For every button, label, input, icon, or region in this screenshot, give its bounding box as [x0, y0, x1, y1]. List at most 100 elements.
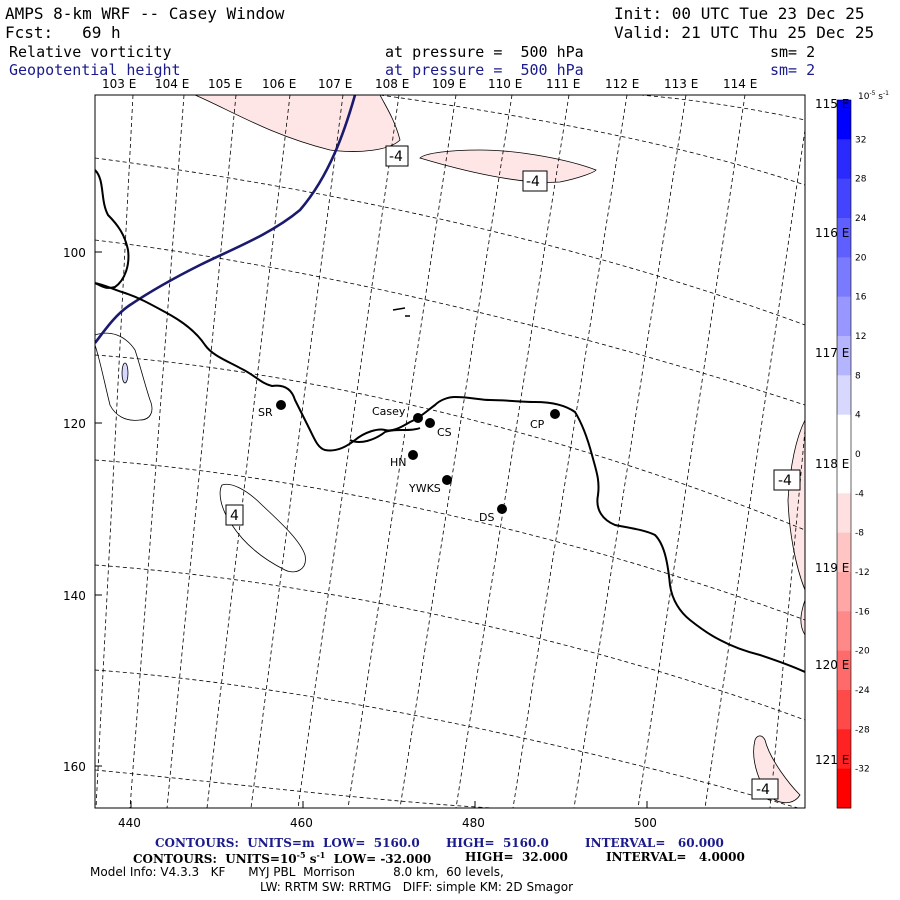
y-tick-label: 160 — [63, 760, 86, 774]
lon-label: 103 E — [102, 77, 137, 91]
station-marker — [425, 418, 435, 428]
colorbar-swatch — [837, 257, 851, 298]
footer-vort-contours: CONTOURS: UNITS=10-5 s-1 LOW= -32.000 — [133, 850, 432, 866]
colorbar-label: 28 — [855, 175, 867, 185]
colorbar-label: -24 — [855, 686, 870, 696]
lon-label: 108 E — [375, 77, 410, 91]
contour-label: 4 — [230, 508, 239, 524]
vorticity-shading — [419, 149, 597, 183]
vorticity-shading — [787, 419, 805, 591]
lat-label: 118 E — [815, 457, 850, 471]
station-label: SR — [258, 406, 273, 419]
colorbar-swatch — [837, 729, 851, 770]
x-tick-label: 460 — [290, 816, 313, 830]
lon-label: 111 E — [546, 77, 581, 91]
lat-label: 120 E — [815, 658, 850, 672]
colorbar-swatch — [837, 178, 851, 219]
colorbar-frame — [836, 99, 852, 809]
colorbar-label: 4 — [855, 411, 861, 421]
colorbar-swatch — [837, 650, 851, 691]
coastline — [392, 307, 410, 317]
lon-label: 110 E — [488, 77, 523, 91]
contour-labels: -4 -4 4 -4 -4 — [225, 145, 801, 800]
lat-label: 121 E — [815, 753, 850, 767]
colorbar-label: -28 — [855, 725, 870, 735]
axis-ticks — [95, 251, 648, 808]
meridian-lines — [95, 95, 805, 808]
station-label: HN — [390, 456, 407, 469]
colorbar-label: -12 — [855, 568, 870, 578]
colorbar-label: 24 — [855, 214, 867, 224]
y-tick-label: 140 — [63, 589, 86, 603]
footer-height-high: HIGH= 5160.0 — [446, 836, 549, 850]
y-tick-label: 120 — [63, 417, 86, 431]
colorbar-swatch — [837, 690, 851, 730]
colorbar-label: 16 — [855, 293, 867, 303]
x-tick-label: 500 — [634, 816, 657, 830]
lon-label: 104 E — [155, 77, 190, 91]
field2-name: Geopotential height — [9, 61, 181, 79]
contour-label: -4 — [389, 149, 403, 165]
colorbar-label: 32 — [855, 135, 866, 145]
contour-label: -4 — [778, 473, 792, 489]
station-label: CP — [530, 418, 545, 431]
colorbar-swatch — [837, 218, 851, 258]
station-marker — [497, 504, 507, 514]
colorbar-swatch — [837, 139, 851, 180]
colorbar-swatch — [837, 493, 851, 534]
station-label: DS — [479, 511, 494, 524]
valid-time: Valid: 21 UTC Thu 25 Dec 25 — [614, 23, 875, 42]
coastline — [95, 169, 805, 673]
colorbar-label: -4 — [855, 489, 864, 499]
colorbar-swatch — [837, 532, 851, 573]
colorbar-label: 0 — [855, 450, 861, 460]
colorbar: 32 28 24 20 16 12 8 4 0 -4 -8 -12 -16 -20 -24 -28 -32 — [836, 99, 870, 809]
lon-label: 105 E — [208, 77, 243, 91]
station-marker — [550, 409, 560, 419]
colorbar-unit: 10-5 s-1 — [858, 90, 889, 102]
colorbar-label: 20 — [855, 253, 867, 263]
field1-level: at pressure = 500 hPa — [385, 43, 584, 61]
lat-label: 119 E — [815, 561, 850, 575]
lat-label: 115 E — [815, 97, 850, 111]
footer-model-info-2: LW: RRTM SW: RRTMG DIFF: simple KM: 2D S… — [260, 880, 574, 894]
contour-label: -4 — [526, 174, 540, 190]
footer-height-contours: CONTOURS: UNITS=m LOW= 5160.0 — [155, 836, 420, 850]
station-label: CS — [437, 426, 452, 439]
colorbar-label: -8 — [855, 529, 864, 539]
stations: SR Casey CS CP HN YWKS DS — [258, 400, 560, 524]
init-time: Init: 00 UTC Tue 23 Dec 25 — [614, 4, 865, 23]
vorticity-shading — [194, 95, 401, 152]
lon-label: 107 E — [318, 77, 353, 91]
vorticity-contour — [121, 362, 129, 384]
geopotential-contour — [95, 95, 357, 344]
station-label: YWKS — [408, 482, 441, 495]
station-marker — [442, 475, 452, 485]
colorbar-swatch — [837, 611, 851, 652]
vorticity-shading — [800, 599, 805, 636]
coastline — [349, 427, 421, 443]
colorbar-label: -32 — [855, 765, 870, 775]
lat-label: 117 E — [815, 346, 850, 360]
lon-label: 114 E — [723, 77, 758, 91]
field1-smooth: sm= 2 — [770, 43, 816, 61]
lon-label: 112 E — [605, 77, 640, 91]
footer-model-info: Model Info: V4.3.3 KF MYJ PBL Morrison 8… — [90, 865, 504, 879]
colorbar-label: 12 — [855, 332, 866, 342]
lon-label: 113 E — [664, 77, 699, 91]
colorbar-swatch — [837, 296, 851, 337]
lat-label: 116 E — [815, 226, 850, 240]
colorbar-swatch — [837, 414, 851, 455]
x-tick-label: 480 — [462, 816, 485, 830]
vorticity-contour — [95, 332, 153, 421]
lon-label: 106 E — [262, 77, 297, 91]
colorbar-label: -20 — [855, 647, 870, 657]
station-label: Casey — [372, 405, 406, 418]
footer-vort-high: HIGH= 32.000 — [465, 850, 568, 864]
colorbar-swatch — [837, 336, 851, 376]
parallel-lines — [95, 95, 805, 808]
colorbar-label: -16 — [855, 607, 870, 617]
x-tick-label: 440 — [118, 816, 141, 830]
footer-vort-interval: INTERVAL= 4.0000 — [606, 850, 745, 864]
forecast-hour: Fcst: 69 h — [5, 23, 121, 42]
